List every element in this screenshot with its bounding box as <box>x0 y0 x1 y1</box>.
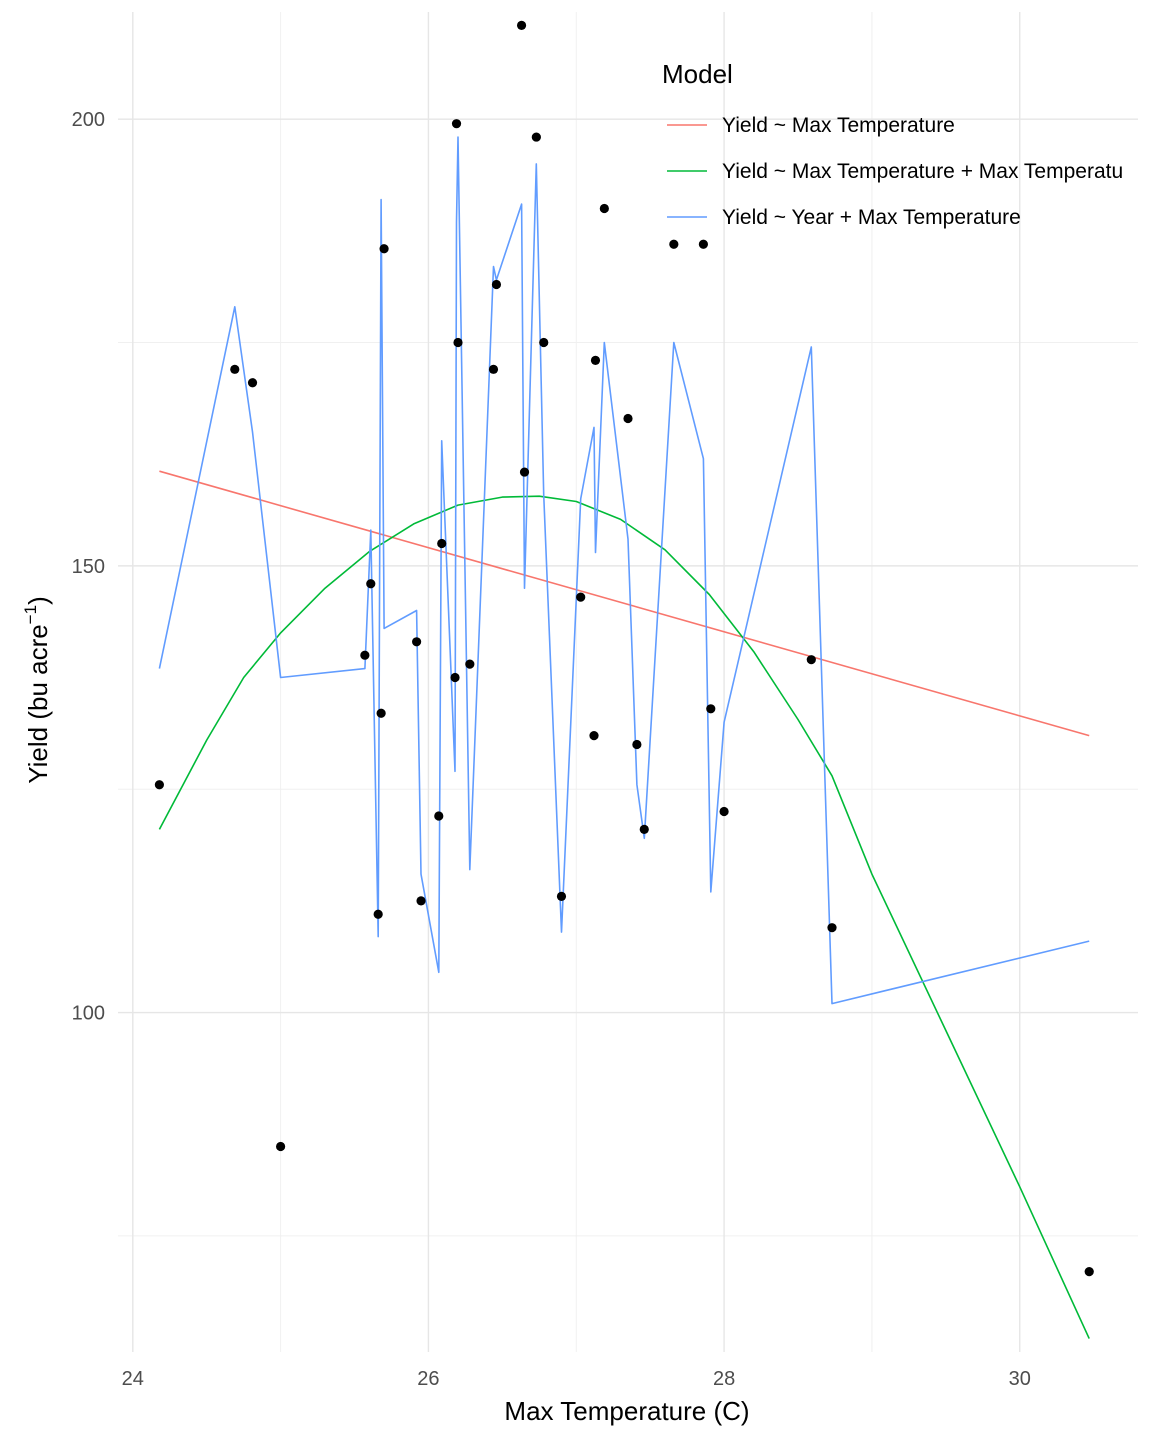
data-point <box>488 364 499 374</box>
x-tick-label: 30 <box>1009 1368 1031 1390</box>
data-point <box>437 538 447 549</box>
data-point <box>576 592 586 602</box>
model-lines <box>158 136 1090 1339</box>
x-tick-labels: 24 26 28 30 <box>122 1368 1031 1390</box>
x-tick-label: 28 <box>713 1368 735 1390</box>
data-point <box>373 909 383 919</box>
data-point <box>360 650 370 660</box>
data-point <box>412 637 422 647</box>
x-axis-title: Max Temperature (C) <box>504 1396 749 1426</box>
legend-title: Model <box>662 59 733 89</box>
data-point <box>806 655 816 665</box>
data-point <box>465 659 475 669</box>
data-point <box>230 364 240 374</box>
data-point <box>516 20 527 30</box>
y-tick-label: 200 <box>72 109 105 131</box>
series-line <box>158 495 1090 1339</box>
data-point <box>276 1141 286 1152</box>
x-tick-label: 26 <box>417 1368 439 1390</box>
data-point <box>590 355 601 365</box>
data-point <box>434 811 444 821</box>
y-axis-title-close: ) <box>23 596 53 605</box>
y-axis-title-main: Yield (bu acre <box>23 624 53 783</box>
legend-label: Yield ~ Max Temperature + Max Temperatu <box>722 160 1123 183</box>
major-gridlines <box>118 12 1138 1352</box>
minor-gridlines <box>118 12 1138 1352</box>
data-point <box>539 337 549 348</box>
legend: Model Yield ~ Max Temperature Yield ~ Max… <box>662 59 1123 229</box>
data-point <box>669 239 679 249</box>
data-point <box>451 119 462 129</box>
data-point <box>589 731 599 741</box>
y-axis-title-superscript: −1 <box>21 605 40 624</box>
data-points <box>154 20 1094 1277</box>
data-point <box>639 824 649 835</box>
data-point <box>599 203 609 214</box>
data-point <box>247 378 258 388</box>
data-point <box>719 806 729 817</box>
data-point <box>154 780 164 790</box>
data-point <box>623 413 633 424</box>
series-line <box>159 470 1090 737</box>
data-point <box>519 467 530 477</box>
y-tick-label: 100 <box>72 1003 105 1025</box>
data-point <box>379 244 389 254</box>
data-point <box>450 672 460 683</box>
y-tick-label: 150 <box>72 556 105 578</box>
data-point <box>698 239 708 249</box>
data-point <box>366 579 376 589</box>
data-point <box>1084 1267 1094 1277</box>
data-point <box>632 739 642 750</box>
y-tick-labels: 100 150 200 <box>72 109 105 1024</box>
data-point <box>453 337 463 348</box>
data-point <box>491 279 502 290</box>
data-point <box>416 896 426 906</box>
data-point <box>827 923 837 933</box>
x-tick-label: 24 <box>122 1368 144 1390</box>
series-line <box>158 136 1090 1005</box>
data-point <box>376 708 386 718</box>
legend-label: Yield ~ Year + Max Temperature <box>722 206 1021 229</box>
data-point <box>556 891 567 902</box>
data-point <box>531 132 541 142</box>
data-point <box>706 704 716 714</box>
y-axis-title: Yield (bu acre−1) <box>21 596 53 784</box>
legend-label: Yield ~ Max Temperature <box>722 114 955 137</box>
